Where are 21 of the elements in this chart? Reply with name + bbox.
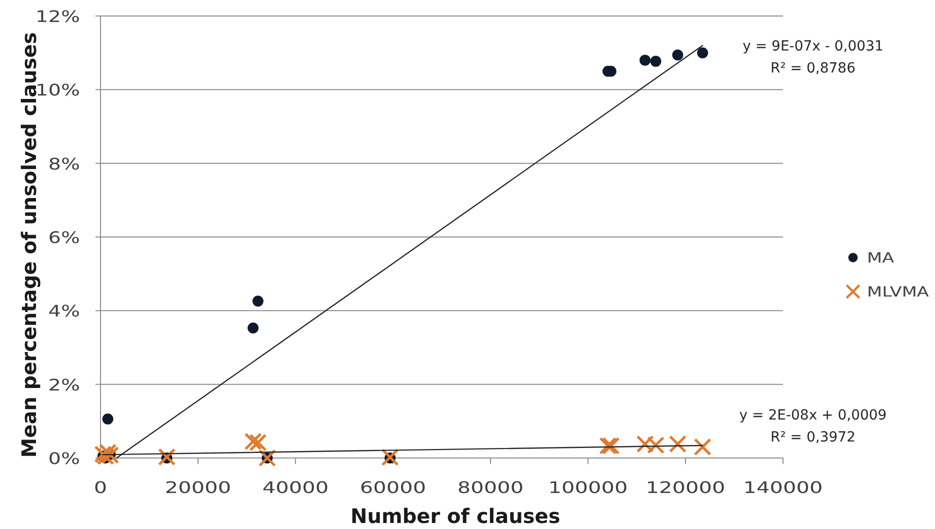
y-tick-label: 8% — [48, 155, 80, 174]
y-tick-label: 0% — [48, 450, 80, 468]
y-tick-label: 2% — [48, 376, 80, 395]
x-tick-label: 60000 — [360, 479, 426, 498]
annotation: R² = 0,8786 — [770, 60, 856, 76]
x-axis-title: Number of clauses — [350, 504, 560, 528]
x-tick-label: 100000 — [548, 479, 628, 498]
x-tick-label: 140000 — [743, 479, 823, 498]
x-tick-label: 20000 — [164, 479, 232, 498]
x-tick-label: 120000 — [646, 479, 726, 498]
y-tick-label: 4% — [48, 302, 80, 322]
annotation: y = 2E-08x + 0,0009 — [739, 407, 887, 424]
legend-label: MLVMA — [867, 283, 930, 300]
y-tick-label: 6% — [48, 228, 80, 248]
legend-label: MA — [867, 249, 894, 266]
annotation: R² = 0,3972 — [770, 429, 856, 446]
x-tick-label: 40000 — [262, 479, 329, 498]
x-tick-label: 80000 — [457, 479, 524, 498]
annotation: y = 9E-07x - 0,0031 — [742, 38, 884, 54]
y-tick-label: 12% — [36, 8, 80, 26]
x-tick-label: 0 — [94, 479, 108, 498]
